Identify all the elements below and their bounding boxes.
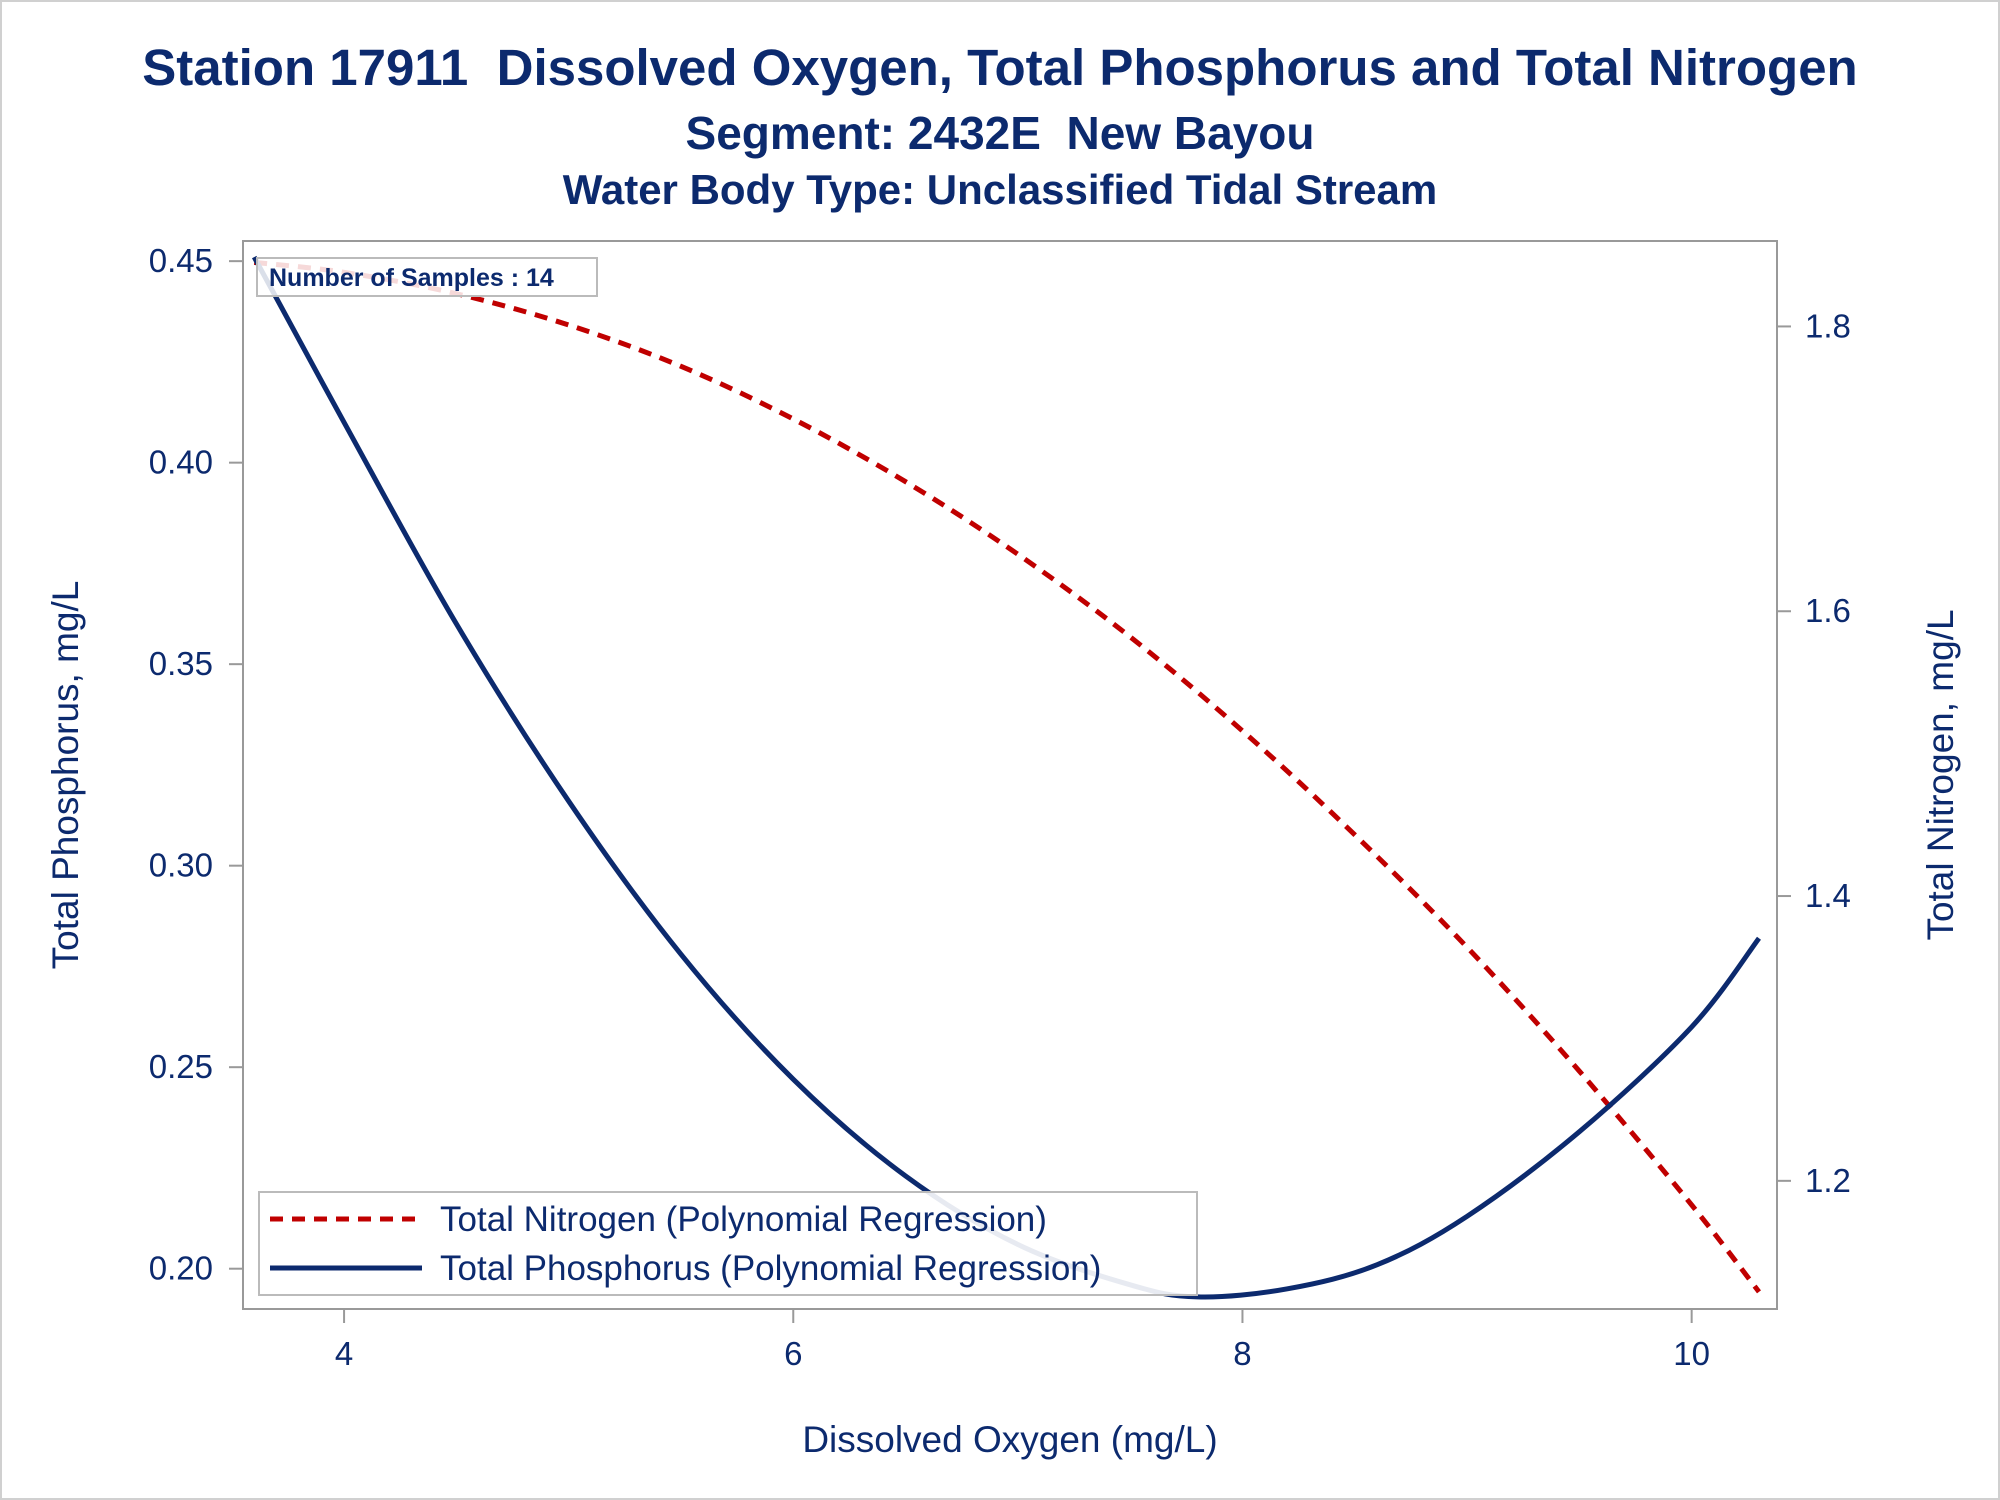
sample-count-box [256,257,598,297]
chart-subtitle: Segment: 2432E New Bayou [685,107,1315,159]
y-axis-right-label: Total Nitrogen, mg/L [1920,609,1961,940]
chart-subtitle-2: Water Body Type: Unclassified Tidal Stre… [562,166,1438,213]
y-left-tick-label-0: 0.20 [149,1250,213,1287]
legend-label-nitrogen: Total Nitrogen (Polynomial Regression) [440,1200,1047,1239]
series-line-phosphorus [252,255,1761,1300]
y-right-tick-label-1: 1.4 [1805,877,1851,914]
series-layer [252,255,1761,1300]
x-tick-label-2: 8 [1233,1335,1251,1372]
sample-count-text: Number of Samples : 14 [269,264,554,292]
legend-box [258,1191,1198,1296]
y-left-tick-label-4: 0.40 [149,444,213,481]
series-line-nitrogen [253,259,1761,1294]
legend-label-phosphorus: Total Phosphorus (Polynomial Regression) [440,1249,1101,1288]
plot-area [242,240,1778,1310]
chart-title: Station 17911 Dissolved Oxygen, Total Ph… [142,39,1858,96]
y-left-tick-label-2: 0.30 [149,847,213,884]
y-right-tick-label-0: 1.2 [1805,1162,1851,1199]
y-left-tick-label-3: 0.35 [149,645,213,682]
y-left-tick-label-1: 0.25 [149,1048,213,1085]
y-left-tick-label-5: 0.45 [149,242,213,279]
x-axis: 4 6 8 10 [335,1309,1710,1372]
x-tick-label-3: 10 [1673,1335,1710,1372]
y-axis-left: 0.20 0.25 0.30 0.35 0.40 0.45 [149,242,243,1287]
x-tick-label-0: 4 [335,1335,353,1372]
sample-count-note: Number of Samples : 14 [256,257,598,297]
x-axis-label: Dissolved Oxygen (mg/L) [802,1419,1217,1460]
y-right-tick-label-2: 1.6 [1805,592,1851,629]
y-axis-right: 1.2 1.4 1.6 1.8 [1777,307,1851,1199]
y-axis-left-label: Total Phosphorus, mg/L [45,581,86,970]
legend: Total Nitrogen (Polynomial Regression) T… [258,1191,1198,1296]
y-right-tick-label-3: 1.8 [1805,307,1851,344]
x-tick-label-1: 6 [784,1335,802,1372]
